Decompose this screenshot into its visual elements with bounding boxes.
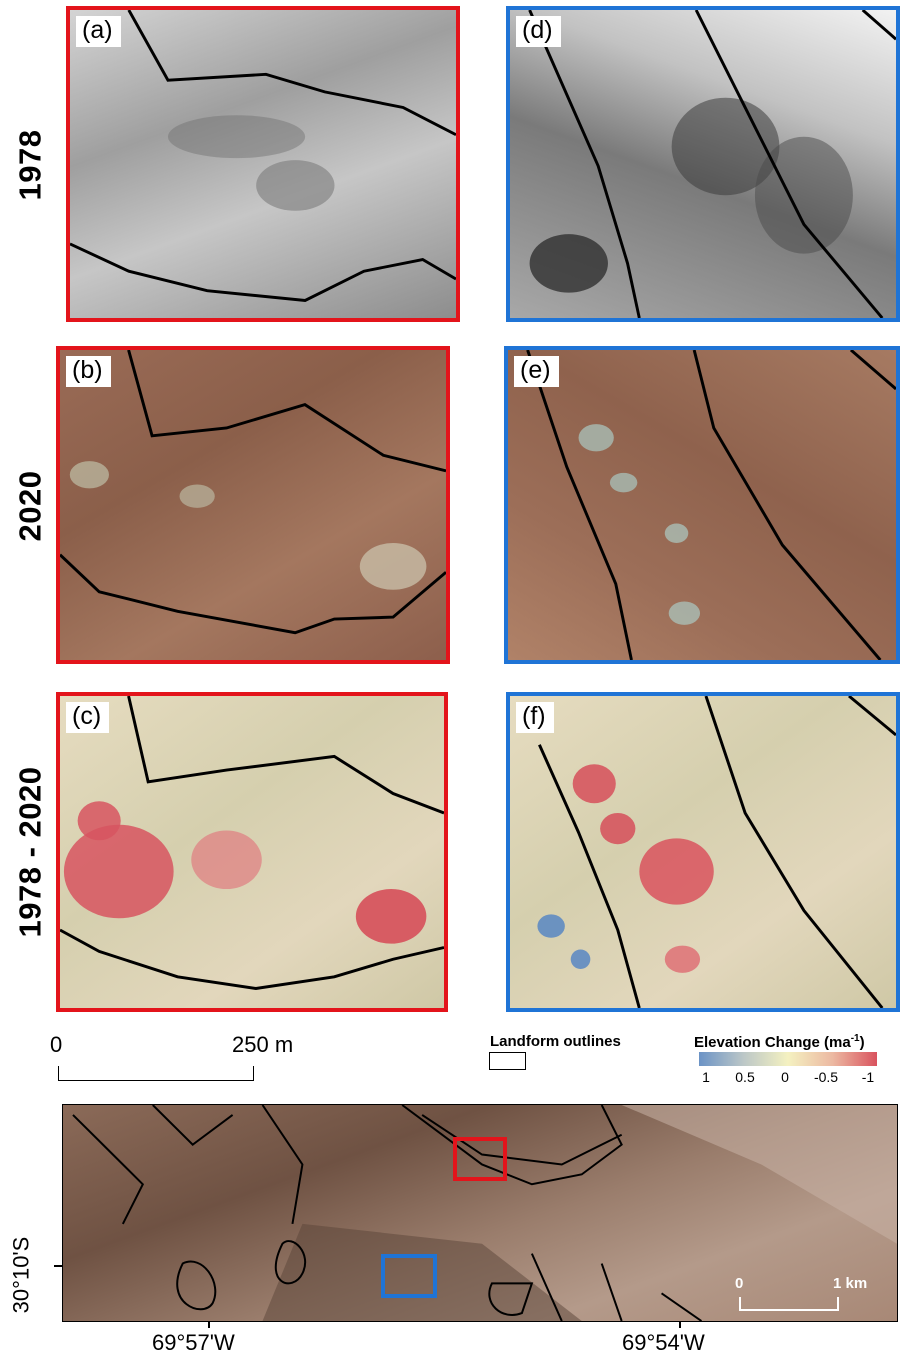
panel-letter: (f) — [516, 702, 554, 733]
row-label-1978-2020: 1978 - 2020 — [10, 692, 50, 1012]
legend-elevation-unit: -1 — [850, 1033, 860, 1044]
panel-letter: (a) — [76, 16, 121, 47]
row-label-text: 2020 — [12, 470, 47, 542]
overview-inset-blue — [381, 1254, 437, 1298]
panel-b-2020-red-site: (b) — [56, 346, 450, 664]
colorbar-tick: 0.5 — [735, 1069, 755, 1085]
overview-scale-end: 1 km — [833, 1275, 868, 1292]
colorbar-tick: 0 — [781, 1069, 789, 1085]
legend-elevation-title-text: Elevation Change (ma — [694, 1034, 851, 1051]
panel-letter: (c) — [66, 702, 110, 733]
legend-elevation-title: Elevation Change (ma-1) — [694, 1033, 865, 1051]
latitude-tick — [54, 1265, 62, 1267]
legend-elevation-title-close: ) — [859, 1034, 865, 1051]
landform-outline — [70, 10, 456, 302]
overview-scale-start: 0 — [735, 1275, 744, 1292]
panel-f-elevation-change-blue-site: (f) — [506, 692, 900, 1012]
elevation-colorbar — [699, 1052, 877, 1066]
row-label-text: 1978 - 2020 — [12, 766, 48, 938]
scalebar-end-label: 250 m — [232, 1032, 294, 1057]
landform-outline — [528, 10, 896, 318]
colorbar-tick: 1 — [702, 1069, 710, 1085]
legend-outline-swatch — [489, 1052, 526, 1070]
panel-e-2020-blue-site: (e) — [504, 346, 900, 664]
panel-c-elevation-change-red-site: (c) — [56, 692, 448, 1012]
colorbar-tick: -0.5 — [813, 1069, 839, 1085]
overview-inset-red — [453, 1137, 507, 1181]
landform-outline — [537, 696, 896, 1008]
panel-letter: (b) — [66, 356, 111, 387]
panel-a-1978-red-site: (a) — [66, 6, 460, 322]
overview-landform-outlines — [72, 1105, 897, 1321]
longitude-label-east: 69°54'W — [622, 1330, 705, 1355]
row-label-2020: 2020 — [10, 348, 50, 664]
scalebar — [58, 1066, 254, 1081]
panel-d-1978-blue-site: (d) — [506, 6, 900, 322]
longitude-tick — [679, 1322, 681, 1328]
longitude-tick — [208, 1322, 210, 1328]
landform-outline — [60, 350, 446, 635]
latitude-label-text: 30°10'S — [8, 1236, 33, 1314]
latitude-label: 30°10'S — [6, 1220, 36, 1330]
panel-letter: (e) — [514, 356, 559, 387]
row-label-text: 1978 — [12, 129, 47, 201]
overview-map: 0 1 km — [62, 1104, 898, 1322]
legend-outlines-label: Landform outlines — [490, 1033, 621, 1050]
longitude-label-west: 69°57'W — [152, 1330, 235, 1355]
overview-scalebar — [739, 1297, 839, 1311]
colorbar-tick: -1 — [861, 1069, 875, 1085]
landform-outline — [526, 350, 896, 660]
row-label-1978: 1978 — [10, 10, 50, 320]
panel-letter: (d) — [516, 16, 561, 47]
scalebar-start-label: 0 — [50, 1032, 63, 1057]
landform-outline — [60, 696, 444, 990]
